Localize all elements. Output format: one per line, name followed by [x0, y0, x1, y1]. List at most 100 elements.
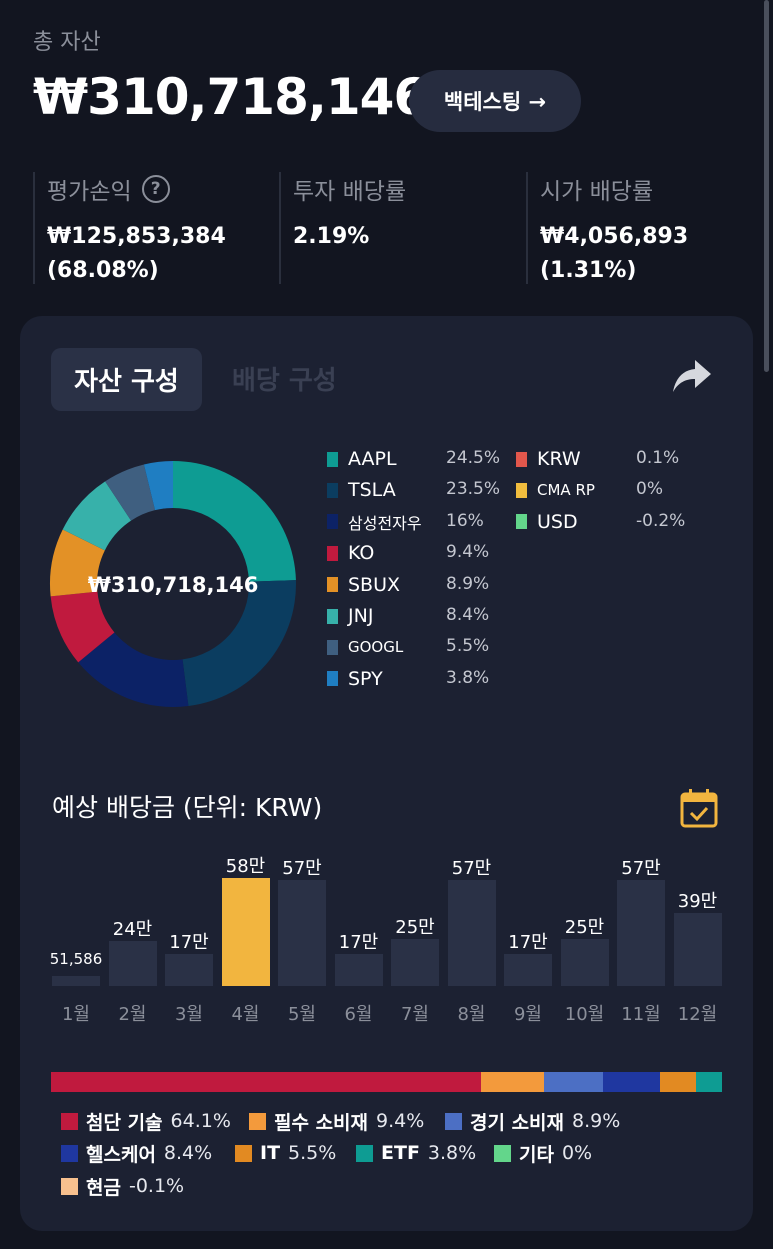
dividend-bar-7[interactable]	[391, 939, 439, 986]
dividend-bar-label: 39만	[677, 891, 718, 913]
month-label: 6월	[344, 1004, 373, 1025]
legend-name: SBUX	[348, 573, 401, 596]
total-asset-label: 총 자산	[33, 30, 101, 55]
legend-percent: 8.9%	[446, 573, 490, 594]
sector-name: 경기 소비재	[470, 1111, 565, 1134]
sector-segment	[543, 1072, 604, 1092]
sector-swatch	[61, 1112, 78, 1130]
stat-label: 평가손익	[47, 179, 132, 205]
sector-segment	[603, 1072, 660, 1092]
dividend-bar-12[interactable]	[673, 913, 722, 986]
donut-slice-5	[62, 481, 132, 551]
sector-name: 헬스케어	[86, 1143, 156, 1166]
sector-segment	[51, 1072, 481, 1092]
sector-swatch	[356, 1144, 373, 1162]
legend-percent: 23.5%	[446, 479, 501, 500]
tab-asset-allocation[interactable]: 자산 구성	[51, 348, 202, 411]
help-icon[interactable]: ?	[141, 175, 170, 203]
share-icon[interactable]	[671, 356, 713, 396]
stat-value: 2.19%	[293, 220, 526, 254]
stat-value: ₩4,056,893 (1.31%)	[540, 220, 766, 288]
stat-value-line1: 2.19%	[293, 224, 370, 249]
legend-swatch	[327, 639, 338, 655]
dividend-bar-1[interactable]	[52, 976, 100, 986]
legend-name: KRW	[537, 448, 581, 470]
month-label: 11월	[621, 1004, 661, 1025]
stat-label-row: 시가 배당률	[540, 172, 766, 206]
legend-item: SBUX	[327, 573, 400, 597]
dividend-bar-label: 57만	[621, 857, 661, 879]
dividend-bar-label: 17만	[169, 932, 209, 954]
donut-slice-4	[50, 529, 105, 597]
dividend-bar-8[interactable]	[447, 879, 496, 986]
legend-swatch	[327, 451, 338, 467]
backtest-button[interactable]: 백테스팅 →	[409, 70, 581, 132]
sector-percent: -0.1%	[128, 1175, 185, 1197]
month-label: 7월	[400, 1004, 429, 1025]
sector-percent: 64.1%	[170, 1110, 231, 1132]
sector-swatch	[61, 1177, 78, 1195]
sector-name: 첨단 기술	[86, 1111, 163, 1134]
sector-name: IT	[260, 1142, 281, 1164]
donut-center-label: ₩310,718,146	[88, 573, 259, 597]
legend-item: CMA RP	[516, 478, 595, 502]
sector-legend-item: 헬스케어 8.4%	[61, 1141, 212, 1166]
dividend-bar-label: 17만	[338, 932, 379, 954]
legend-swatch	[327, 545, 338, 561]
legend-swatch	[327, 577, 338, 593]
legend-swatch	[516, 451, 527, 467]
sector-segment	[480, 1072, 544, 1092]
donut-slice-1	[182, 580, 296, 707]
legend-item: AAPL	[327, 447, 397, 471]
sector-percent: 9.4%	[376, 1110, 425, 1132]
stat-value: ₩125,853,384 (68.08%)	[47, 220, 278, 288]
sector-name: ETF	[381, 1142, 420, 1164]
month-label: 10월	[564, 1004, 605, 1025]
month-label: 2월	[118, 1004, 147, 1025]
legend-name: USD	[537, 510, 578, 533]
sector-name: 기타	[519, 1143, 554, 1166]
sector-swatch	[61, 1144, 78, 1162]
sector-segment	[659, 1072, 697, 1092]
sector-swatch	[494, 1144, 511, 1162]
dividend-bar-10[interactable]	[560, 939, 609, 986]
stat-dividend-yield-cost: 투자 배당률 2.19%	[279, 172, 526, 284]
dividend-bar-5[interactable]	[278, 879, 326, 986]
total-asset-value: ₩310,718,146	[33, 68, 428, 126]
legend-name: GOOGL	[348, 638, 404, 657]
legend-percent: 0%	[636, 479, 663, 500]
portfolio-card: 자산 구성 배당 구성 ₩310,718,146 AAPL 24.5% TSLA 23…	[20, 316, 753, 1231]
stat-label-row: 투자 배당률	[293, 172, 526, 206]
legend-percent: -0.2%	[636, 510, 686, 531]
legend-percent: 5.5%	[446, 636, 490, 657]
dividend-bar-label: 57만	[282, 857, 322, 879]
sector-legend-item: 필수 소비재 9.4%	[249, 1109, 425, 1134]
sector-swatch	[445, 1112, 462, 1130]
legend-percent: 16%	[446, 510, 484, 531]
dividend-bar-11[interactable]	[617, 879, 665, 986]
dividend-bar-label: 25만	[564, 917, 605, 939]
sector-percent: 0%	[561, 1142, 593, 1164]
dividend-bar-2[interactable]	[108, 941, 157, 986]
legend-name: TSLA	[348, 479, 396, 502]
legend-swatch	[516, 482, 527, 498]
legend-item: GOOGL	[327, 635, 403, 659]
dividend-bar-9[interactable]	[504, 954, 552, 986]
month-label: 3월	[174, 1004, 203, 1025]
month-label: 1월	[61, 1004, 90, 1025]
sector-swatch	[235, 1144, 252, 1162]
scrollbar[interactable]	[764, 0, 769, 372]
dividend-bar-label: 25만	[395, 917, 435, 939]
dividend-bar-6[interactable]	[334, 954, 383, 986]
dividend-bar-3[interactable]	[165, 954, 213, 986]
stat-label-row: 평가손익 ?	[47, 172, 278, 206]
dividend-bar-4[interactable]	[221, 878, 270, 986]
allocation-donut-chart: ₩310,718,146	[50, 461, 296, 707]
tab-dividend-allocation[interactable]: 배당 구성	[232, 366, 337, 396]
legend-percent: 3.8%	[446, 667, 490, 688]
legend-name: KO	[348, 542, 375, 565]
calendar-icon[interactable]	[680, 788, 718, 828]
sector-name: 필수 소비재	[274, 1111, 369, 1134]
sector-name: 현금	[86, 1176, 121, 1199]
dividend-bar-label: 51,586	[49, 950, 103, 969]
